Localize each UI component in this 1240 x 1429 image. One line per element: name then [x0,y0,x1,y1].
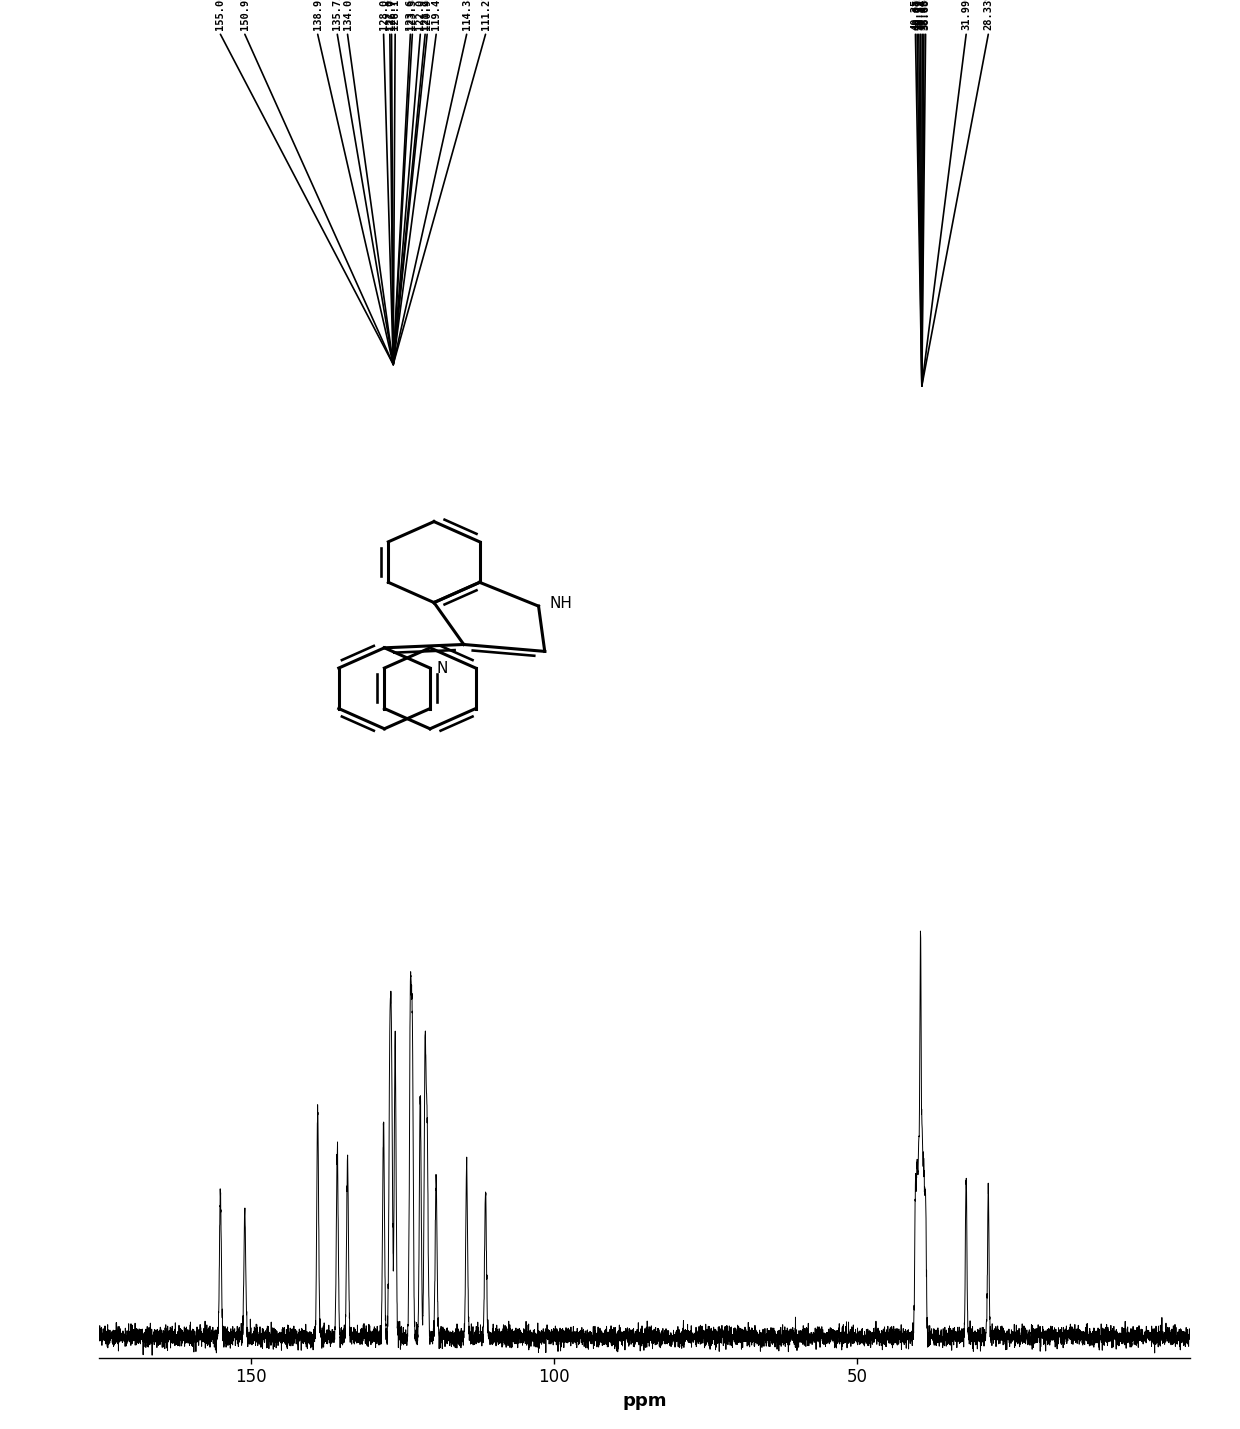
Text: 123.669: 123.669 [405,0,415,30]
Text: 119.416: 119.416 [432,0,441,30]
Text: 39.798: 39.798 [914,0,924,30]
Text: 28.339: 28.339 [983,0,993,30]
Text: 40.076: 40.076 [913,0,923,30]
Text: 128.089: 128.089 [378,0,388,30]
Text: 126.178: 126.178 [391,0,401,30]
Text: 40.356: 40.356 [910,0,920,30]
Text: 38.964: 38.964 [919,0,929,30]
Text: 134.037: 134.037 [342,0,352,30]
Text: N: N [436,660,448,676]
Text: 127.056: 127.056 [384,0,394,30]
Text: 111.272: 111.272 [481,0,491,30]
Text: 122.033: 122.033 [415,0,425,30]
Text: 39.520: 39.520 [915,0,925,30]
Text: 31.990: 31.990 [961,0,971,30]
Text: 121.239: 121.239 [420,0,430,30]
Text: 150.976: 150.976 [239,0,249,30]
Text: 38.683: 38.683 [920,0,930,30]
Text: 155.004: 155.004 [216,0,226,30]
Text: 138.959: 138.959 [312,0,322,30]
Text: 114.387: 114.387 [461,0,471,30]
Text: 126.776: 126.776 [387,0,397,30]
Text: NH: NH [549,596,573,612]
Text: 120.904: 120.904 [422,0,433,30]
Text: 135.724: 135.724 [332,0,342,30]
Text: 123.347: 123.347 [407,0,418,30]
Text: 39.241: 39.241 [918,0,928,30]
X-axis label: ppm: ppm [622,1392,667,1409]
